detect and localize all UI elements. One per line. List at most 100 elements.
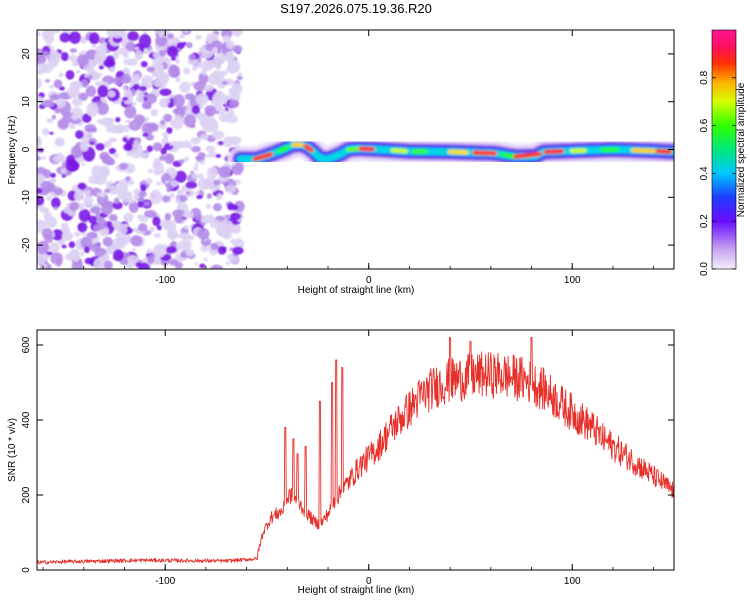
noise-blob bbox=[102, 140, 112, 148]
noise-blob bbox=[102, 229, 109, 234]
noise-blob bbox=[65, 159, 79, 173]
noise-blob bbox=[154, 163, 165, 175]
noise-blob bbox=[195, 191, 200, 195]
noise-blob bbox=[46, 183, 56, 193]
noise-blob bbox=[211, 130, 225, 140]
noise-blob bbox=[46, 118, 54, 123]
noise-blob bbox=[41, 30, 50, 39]
noise-blob bbox=[137, 200, 144, 208]
colorbar-tick-label: 0.4 bbox=[699, 166, 710, 180]
noise-blob bbox=[68, 241, 76, 249]
noise-blob bbox=[142, 132, 149, 137]
noise-blob bbox=[71, 113, 79, 121]
noise-blob bbox=[232, 246, 244, 255]
noise-blob bbox=[147, 255, 155, 264]
noise-blob bbox=[60, 167, 67, 174]
noise-blob bbox=[54, 108, 61, 114]
noise-blob bbox=[199, 117, 209, 127]
noise-blob bbox=[78, 208, 91, 223]
noise-blob bbox=[81, 79, 89, 88]
noise-blob bbox=[122, 136, 128, 143]
noise-blob bbox=[237, 72, 243, 77]
spectrogram-y-tick-label: 20 bbox=[21, 48, 32, 60]
ridge-core-3 bbox=[303, 144, 314, 153]
noise-blob bbox=[128, 201, 139, 213]
snr-x-tick-label: 100 bbox=[564, 576, 581, 587]
noise-blob bbox=[198, 173, 204, 180]
noise-blob bbox=[194, 262, 199, 266]
noise-blob bbox=[37, 182, 41, 188]
noise-blob bbox=[216, 196, 221, 201]
noise-blob bbox=[68, 54, 78, 62]
noise-blob bbox=[179, 194, 188, 203]
noise-blob bbox=[97, 51, 107, 59]
noise-blob bbox=[204, 105, 217, 117]
noise-blob bbox=[83, 195, 94, 207]
spectrogram-y-tick-label: 10 bbox=[21, 96, 32, 108]
noise-blob bbox=[160, 218, 173, 229]
noise-blob bbox=[113, 153, 120, 158]
noise-blob bbox=[169, 259, 179, 266]
spectrogram-x-axis-label: Height of straight line (km) bbox=[298, 285, 415, 296]
noise-blob bbox=[206, 193, 212, 198]
noise-blob bbox=[165, 246, 178, 254]
noise-blob bbox=[140, 184, 147, 192]
noise-blob bbox=[53, 206, 59, 210]
snr-y-tick-label: 0 bbox=[21, 567, 32, 573]
noise-blob bbox=[185, 181, 198, 189]
noise-blob bbox=[108, 214, 118, 222]
noise-blob bbox=[169, 94, 175, 99]
noise-blob bbox=[77, 223, 83, 228]
noise-blob bbox=[134, 46, 140, 51]
noise-blob bbox=[176, 189, 185, 195]
noise-blob bbox=[69, 89, 77, 97]
noise-blob bbox=[108, 147, 117, 155]
noise-blob bbox=[92, 178, 99, 185]
noise-blob bbox=[153, 79, 163, 87]
noise-blob bbox=[215, 154, 222, 158]
noise-blob bbox=[56, 155, 66, 162]
noise-blob bbox=[172, 108, 178, 114]
noise-blob bbox=[126, 253, 131, 256]
noise-blob bbox=[215, 110, 220, 115]
snr-y-tick-label: 600 bbox=[21, 336, 32, 353]
noise-blob bbox=[61, 244, 67, 249]
noise-blob bbox=[44, 79, 51, 83]
noise-blob bbox=[37, 156, 41, 161]
noise-blob bbox=[117, 223, 128, 235]
noise-blob bbox=[130, 235, 143, 247]
noise-blob bbox=[191, 145, 201, 153]
noise-blob bbox=[216, 228, 227, 236]
noise-blob bbox=[54, 30, 61, 34]
noise-blob bbox=[182, 30, 190, 33]
noise-blob bbox=[125, 119, 131, 124]
noise-blob bbox=[167, 230, 176, 238]
noise-blob bbox=[89, 141, 95, 145]
noise-blob bbox=[152, 216, 161, 227]
noise-blob bbox=[103, 188, 111, 193]
ridge-core-11 bbox=[513, 151, 542, 159]
noise-blob bbox=[138, 33, 152, 49]
noise-blob bbox=[222, 136, 234, 148]
noise-blob bbox=[211, 69, 224, 81]
noise-blob bbox=[122, 86, 128, 90]
noise-blob bbox=[83, 246, 90, 254]
noise-blob bbox=[200, 133, 209, 140]
noise-blob bbox=[214, 62, 222, 70]
noise-blob bbox=[156, 225, 162, 231]
noise-blob bbox=[170, 68, 181, 78]
noise-blob bbox=[63, 206, 70, 214]
noise-blob bbox=[112, 124, 126, 134]
noise-blob bbox=[145, 178, 153, 184]
noise-blob bbox=[186, 42, 193, 49]
noise-blob bbox=[115, 116, 121, 123]
noise-blob bbox=[189, 124, 196, 129]
noise-blob bbox=[197, 152, 206, 159]
noise-blob bbox=[83, 189, 91, 196]
noise-blob bbox=[218, 113, 231, 123]
noise-blob bbox=[105, 55, 115, 66]
noise-blob bbox=[182, 140, 191, 149]
noise-blob bbox=[95, 142, 105, 151]
noise-blob bbox=[122, 96, 129, 101]
